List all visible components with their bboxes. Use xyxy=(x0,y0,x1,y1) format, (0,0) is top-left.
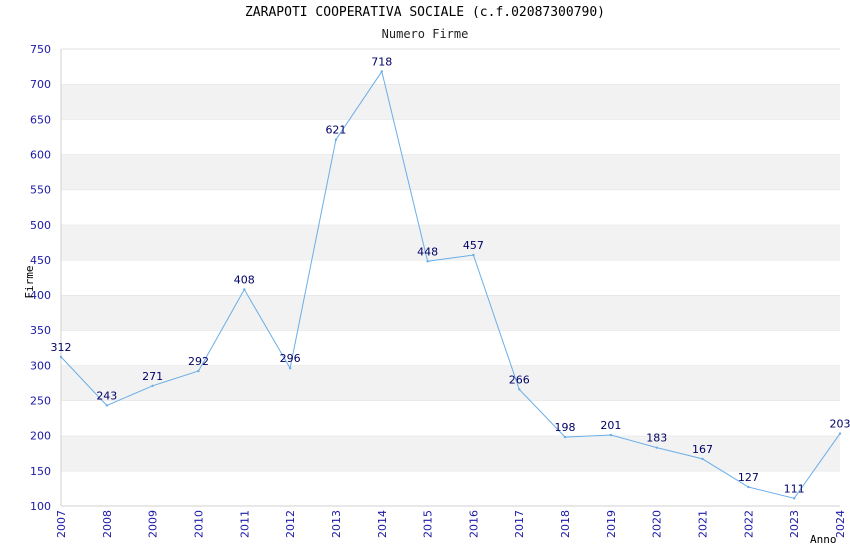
data-label: 201 xyxy=(600,419,621,432)
grid-band xyxy=(61,154,840,190)
y-tick-label: 650 xyxy=(30,113,51,126)
data-label: 621 xyxy=(325,124,346,137)
x-tick-label: 2020 xyxy=(651,510,664,538)
y-tick-label: 200 xyxy=(30,430,51,443)
data-point xyxy=(563,435,567,439)
data-label: 111 xyxy=(784,482,805,495)
data-point xyxy=(609,433,613,437)
x-tick-label: 2023 xyxy=(788,510,801,538)
x-tick-label: 2014 xyxy=(376,510,389,538)
y-tick-label: 550 xyxy=(30,184,51,197)
data-label: 127 xyxy=(738,471,759,484)
x-tick-label: 2024 xyxy=(834,510,847,538)
data-label: 243 xyxy=(96,389,117,402)
data-label: 292 xyxy=(188,355,209,368)
x-tick-label: 2021 xyxy=(697,510,710,538)
data-labels: 312 243 271 292 408 296 621 718 448 457 266 198 201 1… xyxy=(51,55,850,495)
data-label: 198 xyxy=(555,421,576,434)
y-tick-label: 100 xyxy=(30,500,51,513)
data-label: 271 xyxy=(142,370,163,383)
data-label: 457 xyxy=(463,239,484,252)
data-point xyxy=(655,446,658,449)
data-label: 718 xyxy=(371,55,392,68)
y-axis-label: Firme xyxy=(23,265,36,298)
data-label: 296 xyxy=(280,352,301,365)
x-tick-label: 2017 xyxy=(513,510,526,538)
data-label: 183 xyxy=(646,432,667,445)
y-tick-label: 150 xyxy=(30,465,51,478)
data-point xyxy=(701,457,704,461)
data-point xyxy=(105,404,109,407)
data-point xyxy=(334,138,338,141)
data-point xyxy=(472,253,475,257)
data-point xyxy=(426,260,429,263)
data-point xyxy=(747,485,750,489)
grid-band xyxy=(61,259,840,296)
data-point xyxy=(197,369,200,373)
x-tick-label: 2018 xyxy=(559,510,572,538)
data-label: 312 xyxy=(51,341,72,354)
data-label: 448 xyxy=(417,245,438,258)
data-point xyxy=(288,366,292,370)
chart-title: ZARAPOTI COOPERATIVA SOCIALE (c.f.020873… xyxy=(244,5,606,20)
data-point xyxy=(151,384,154,387)
x-tick-label: 2012 xyxy=(284,510,297,538)
x-tick-label: 2009 xyxy=(147,510,160,538)
x-tick-label: 2022 xyxy=(742,510,755,538)
x-tick-label: 2007 xyxy=(55,510,68,538)
data-label: 266 xyxy=(509,373,530,386)
x-tick-label: 2016 xyxy=(467,510,480,538)
x-tick-label: 2008 xyxy=(101,510,114,538)
y-tick-label: 250 xyxy=(30,395,51,408)
grid-band xyxy=(61,295,840,331)
series-layer xyxy=(59,70,842,500)
y-tick-label: 350 xyxy=(30,324,51,337)
data-point xyxy=(838,432,842,435)
grid-band xyxy=(61,470,840,506)
grid-band xyxy=(61,435,840,471)
grid-band xyxy=(61,400,840,436)
chart-subtitle: Numero Firme xyxy=(381,27,469,41)
grid-band xyxy=(61,189,840,225)
data-point xyxy=(59,355,63,359)
data-label: 167 xyxy=(692,443,713,456)
x-axis-label: Anno xyxy=(810,533,837,546)
grid-band xyxy=(61,49,840,85)
x-tick-label: 2010 xyxy=(192,510,205,538)
x-tick-label: 2019 xyxy=(605,510,618,538)
y-tick-label: 600 xyxy=(30,148,51,161)
x-axis-ticks: 2007 2008 2009 2010 2011 2012 2013 2014 2015 2016… xyxy=(55,510,847,538)
grid-band xyxy=(61,84,840,120)
grid-band xyxy=(61,224,840,260)
y-tick-label: 750 xyxy=(30,43,51,56)
grid-band xyxy=(61,330,840,366)
grid-band xyxy=(61,365,840,401)
data-point xyxy=(380,70,383,73)
grid-bands xyxy=(60,48,840,507)
y-axis-ticks: 100 150 200 250 300 350 400 450 500 550 600 650 700 7… xyxy=(30,43,51,513)
y-tick-label: 700 xyxy=(30,78,51,91)
data-point xyxy=(518,388,521,391)
y-tick-label: 500 xyxy=(30,219,51,232)
data-label: 408 xyxy=(234,273,255,286)
series-line xyxy=(60,70,841,499)
y-tick-label: 300 xyxy=(30,359,51,372)
data-point xyxy=(243,288,246,291)
data-label: 203 xyxy=(830,418,850,431)
x-tick-label: 2011 xyxy=(238,510,251,538)
x-tick-label: 2013 xyxy=(330,510,343,538)
y-tick-label: 400 xyxy=(30,289,51,302)
y-tick-label: 450 xyxy=(30,254,51,267)
data-point xyxy=(792,497,796,500)
grid-band xyxy=(61,119,840,155)
x-tick-label: 2015 xyxy=(422,510,435,538)
